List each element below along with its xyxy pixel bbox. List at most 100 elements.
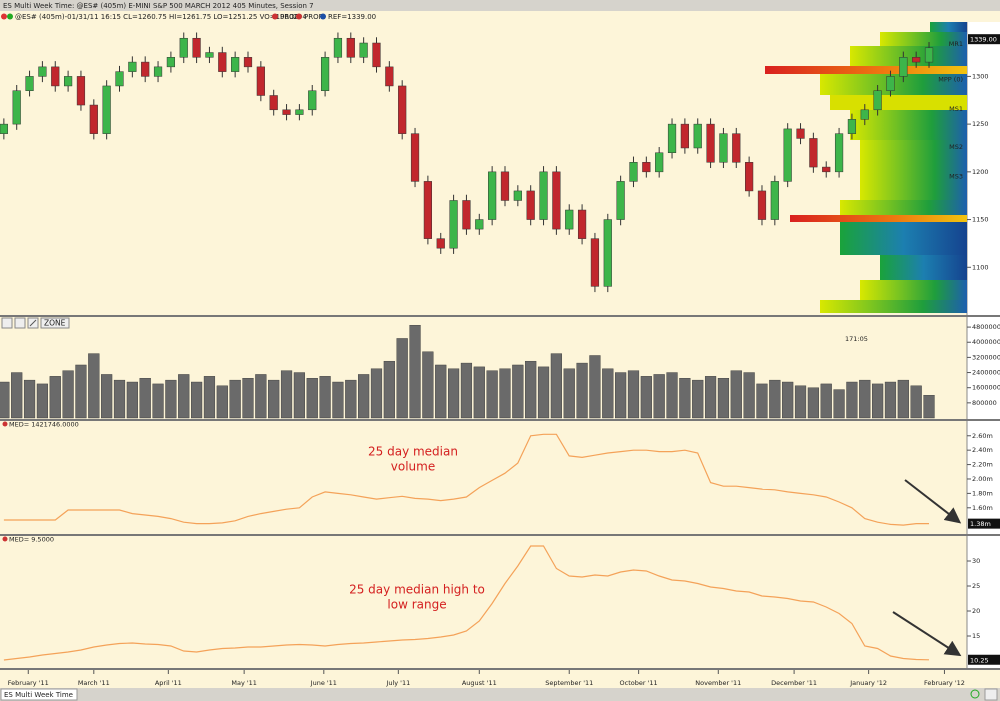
candle-body: [372, 42, 381, 68]
last-value-box: [968, 654, 1000, 665]
date-axis: [0, 670, 1000, 688]
x-tick-label: February '11: [8, 679, 49, 687]
volume-bar: [23, 379, 36, 419]
candle-body: [51, 66, 60, 87]
volume-bar: [563, 368, 575, 419]
volume-bar: [820, 383, 832, 419]
panel-separator: [0, 419, 1000, 421]
volume-bar: [910, 385, 922, 419]
candle-body: [770, 181, 779, 220]
level-label: MR1: [949, 40, 963, 48]
candle-body: [308, 90, 317, 111]
candle-body: [38, 66, 47, 77]
volume-bar: [319, 376, 331, 419]
candle-body: [115, 71, 124, 87]
icon: [272, 13, 278, 20]
candle-body: [899, 57, 908, 77]
toolbar-button[interactable]: [14, 317, 26, 329]
last-value-label: 10.25: [970, 656, 989, 664]
volume-bar: [473, 366, 485, 419]
volume-bar: [306, 378, 318, 419]
panel-separator: [0, 668, 1000, 670]
legend-item[interactable]: PROF: [280, 13, 299, 21]
candle-body: [667, 123, 677, 154]
button[interactable]: [984, 688, 998, 701]
candle-body: [449, 200, 458, 249]
candle-body: [423, 181, 432, 239]
candle-body: [153, 66, 163, 77]
level-label: MPP (0): [938, 75, 963, 83]
y-tick-label: 2400000: [972, 369, 1000, 377]
candle-body: [873, 90, 882, 111]
volume-bar: [435, 364, 447, 419]
candle-body: [809, 138, 818, 168]
candle-body: [924, 47, 934, 63]
volume-bar: [550, 353, 562, 419]
icon[interactable]: [970, 689, 980, 699]
candle-body: [783, 128, 792, 182]
volume-bar: [165, 379, 177, 419]
profile-band: [840, 222, 967, 255]
legend-item[interactable]: REF=1339.00: [328, 13, 376, 21]
volume-bar: [191, 381, 203, 419]
profile-band: [820, 300, 967, 313]
volume-bar: [203, 376, 216, 419]
volume-bar: [730, 370, 742, 419]
candle-body: [860, 109, 869, 120]
profile-band: [850, 46, 967, 66]
x-tick-label: August '11: [462, 679, 497, 687]
profile-band: [790, 215, 967, 222]
candle-body: [693, 123, 702, 149]
candle-body: [179, 37, 188, 58]
median-line: [3, 433, 929, 526]
toolbar-button[interactable]: [40, 317, 70, 329]
volume-bar: [409, 324, 421, 419]
volume-bar: [872, 383, 884, 419]
candle-body: [500, 171, 510, 201]
candle-body: [192, 37, 201, 58]
candle-body: [269, 95, 278, 111]
icon: [29, 319, 37, 327]
toolbar-button[interactable]: [1, 317, 13, 329]
icon: [296, 13, 302, 20]
toolbar-label[interactable]: ZONE: [44, 319, 66, 328]
last-value-label: 1.38m: [970, 520, 991, 528]
candle-body: [63, 76, 73, 87]
candle-body: [102, 85, 111, 134]
volume-bar: [255, 374, 267, 419]
volume-bar: [653, 374, 665, 419]
candle-body: [847, 119, 857, 134]
candle-body: [282, 109, 291, 115]
candle-body: [295, 109, 304, 115]
median-line: [3, 545, 930, 661]
volume-bar: [139, 378, 151, 419]
volume-bar: [49, 376, 61, 419]
x-tick-label: January '12: [849, 679, 887, 687]
volume-bar: [537, 366, 550, 419]
volume-bar: [692, 379, 704, 419]
volume-bar: [923, 395, 935, 419]
volume-bar: [383, 360, 395, 419]
legend-item[interactable]: PROF: [304, 13, 323, 21]
panel-header: MED= 1421746.0000: [9, 421, 79, 429]
volume-bar: [62, 370, 74, 419]
market-profile: [765, 22, 967, 313]
volume-bar: [525, 360, 537, 419]
y-tick-label: 4800000: [972, 323, 1000, 331]
tab[interactable]: [0, 688, 78, 701]
volume-bar: [756, 383, 768, 419]
candle-body: [552, 171, 561, 230]
volume-bar: [640, 376, 652, 419]
volume-bar: [679, 378, 691, 419]
candle-body: [320, 57, 330, 91]
candle-body: [76, 76, 86, 106]
candle-body: [745, 162, 754, 192]
y-tick-label: 800000: [972, 399, 997, 407]
candle-body: [231, 57, 240, 72]
tab-label[interactable]: ES Multi Week Time: [4, 691, 73, 699]
volume-bar: [178, 374, 190, 419]
volume-bar: [447, 368, 460, 419]
candle-body: [488, 171, 497, 220]
candle-body: [243, 57, 253, 68]
